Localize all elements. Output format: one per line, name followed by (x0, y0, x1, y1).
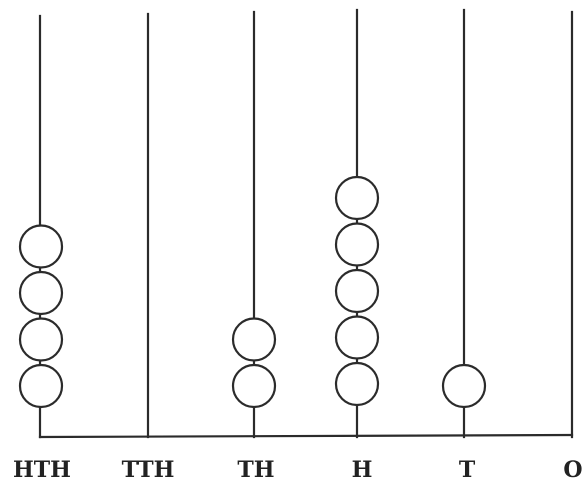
place-label-t: T (459, 457, 476, 483)
bead-hth (18, 224, 64, 269)
place-label-h: H (352, 457, 373, 483)
bead-h (334, 222, 380, 267)
place-label-hth: HTH (13, 457, 71, 483)
bead-th (231, 317, 277, 362)
place-label-th: TH (237, 457, 274, 483)
bead-h (334, 361, 380, 407)
bead-h (334, 268, 380, 314)
bead-h (334, 175, 380, 221)
abacus-rods (38, 8, 574, 439)
abacus-beads (18, 175, 487, 409)
bead-hth (18, 270, 64, 316)
bead-hth (18, 317, 64, 362)
place-label-o: O (563, 457, 582, 483)
abacus-base-bar (38, 433, 574, 439)
place-label-tth: TTH (122, 457, 175, 483)
bead-t (441, 363, 487, 409)
bead-hth (18, 363, 64, 409)
bead-h (334, 315, 380, 360)
bead-th (231, 363, 277, 409)
